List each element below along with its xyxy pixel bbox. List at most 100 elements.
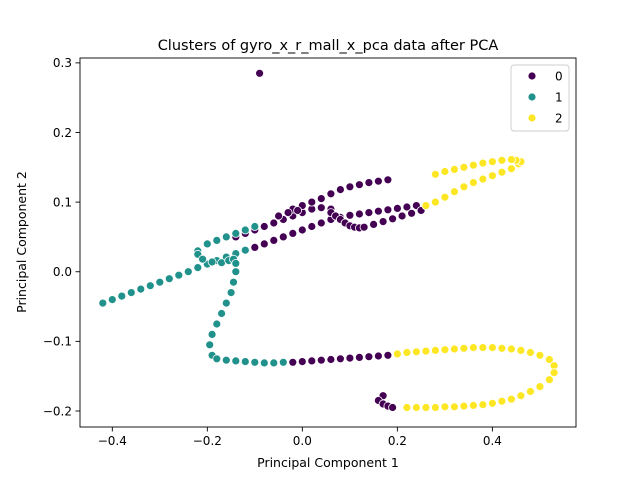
data-point-cluster-0	[383, 350, 393, 360]
data-point-cluster-2	[506, 344, 516, 354]
y-axis-label: Principal Component 2	[14, 171, 29, 313]
data-point-cluster-1	[226, 288, 236, 298]
data-point-cluster-1	[250, 357, 260, 367]
x-tick-label: −0.2	[193, 434, 222, 448]
data-point-cluster-2	[468, 343, 478, 353]
data-point-cluster-0	[259, 222, 269, 231]
data-point-cluster-2	[430, 403, 440, 412]
data-point-cluster-0	[364, 208, 374, 218]
legend: 0 1 2	[510, 64, 570, 132]
data-point-cluster-2	[421, 403, 431, 412]
x-tick-label: 0.4	[483, 434, 502, 448]
data-point-cluster-0	[288, 357, 298, 367]
y-tick-label: 0.2	[53, 126, 72, 140]
data-point-cluster-0	[364, 352, 374, 362]
data-point-cluster-0	[373, 351, 383, 361]
data-point-cluster-1	[207, 257, 217, 267]
data-point-cluster-0	[388, 403, 398, 412]
data-point-cluster-0	[250, 242, 260, 252]
data-point-cluster-2	[506, 394, 516, 404]
data-point-cluster-1	[126, 288, 136, 298]
data-point-cluster-0	[359, 222, 369, 232]
data-point-cluster-0	[354, 180, 364, 190]
data-point-cluster-0	[402, 202, 412, 212]
data-point-cluster-2	[459, 343, 469, 353]
data-point-cluster-1	[229, 277, 238, 287]
y-axis-ticks: −0.2 −0.1 0.0 0.1 0.2 0.3	[43, 56, 80, 418]
data-point-cluster-2	[440, 192, 450, 202]
data-point-cluster-2	[487, 343, 497, 353]
data-point-cluster-1	[183, 267, 193, 277]
data-point-cluster-0	[278, 232, 288, 242]
data-point-cluster-1	[259, 358, 269, 368]
data-point-cluster-0	[259, 239, 269, 249]
data-point-cluster-1	[117, 291, 127, 301]
data-point-cluster-1	[198, 254, 208, 264]
data-point-cluster-0	[269, 218, 279, 228]
data-point-cluster-0	[326, 189, 336, 199]
data-point-cluster-0	[297, 225, 307, 235]
data-point-cluster-2	[478, 343, 488, 353]
data-point-cluster-2	[535, 350, 545, 360]
data-point-cluster-0	[297, 357, 307, 367]
y-tick-label: 0.0	[53, 265, 72, 279]
data-point-cluster-2	[506, 164, 516, 174]
data-point-cluster-2	[506, 155, 516, 165]
legend-entries: 0 1 2	[527, 70, 563, 126]
data-point-cluster-2	[440, 167, 450, 176]
data-point-cluster-0	[397, 211, 407, 221]
data-point-cluster-1	[240, 245, 250, 255]
data-point-cluster-2	[421, 346, 431, 356]
y-tick-label: 0.1	[53, 195, 72, 209]
legend-frame	[510, 64, 570, 132]
data-point-cluster-0	[274, 211, 284, 221]
data-point-cluster-2	[440, 345, 450, 355]
data-point-cluster-1	[155, 277, 165, 287]
axes: −0.4 −0.2 0.0 0.2 0.4 −0.2 −0.1 0.0 0.1 0.2 0.3	[43, 56, 577, 448]
data-point-cluster-2	[468, 160, 478, 170]
data-point-cluster-1	[221, 355, 231, 365]
data-point-cluster-0	[383, 205, 393, 215]
data-point-cluster-2	[478, 158, 488, 168]
data-point-cluster-0	[316, 194, 326, 204]
data-point-cluster-1	[205, 340, 215, 350]
data-point-cluster-2	[411, 403, 421, 412]
legend-marker-2	[527, 113, 537, 123]
data-point-cluster-2	[535, 382, 545, 392]
data-point-cluster-2	[526, 348, 535, 357]
data-point-cluster-2	[392, 349, 402, 359]
data-point-cluster-0	[378, 217, 388, 227]
data-point-cluster-0	[354, 352, 364, 362]
data-point-cluster-2	[449, 344, 459, 354]
legend-marker-1	[527, 92, 537, 102]
data-point-cluster-0	[293, 206, 303, 215]
data-point-cluster-1	[212, 235, 222, 245]
data-point-cluster-2	[459, 182, 469, 192]
data-point-cluster-1	[231, 267, 241, 277]
data-point-cluster-2	[468, 178, 478, 188]
data-point-cluster-2	[402, 348, 412, 357]
data-point-cluster-0	[307, 197, 317, 207]
data-point-cluster-2	[487, 157, 497, 167]
x-axis-label: Principal Component 1	[257, 455, 399, 470]
data-point-cluster-2	[516, 391, 526, 401]
data-point-cluster-0	[364, 178, 374, 188]
data-point-cluster-2	[440, 402, 450, 412]
data-point-cluster-2	[497, 396, 507, 406]
data-point-cluster-1	[240, 225, 250, 235]
data-point-cluster-0	[345, 353, 355, 363]
chart-title: Clusters of gyro_x_r_mall_x_pca data aft…	[158, 38, 499, 54]
data-point-cluster-2	[545, 355, 554, 364]
legend-label-1: 1	[555, 91, 563, 105]
data-point-cluster-1	[231, 356, 241, 366]
data-point-cluster-1	[164, 274, 174, 284]
data-point-cluster-1	[221, 232, 231, 242]
data-point-cluster-0	[369, 219, 379, 229]
data-point-cluster-2	[459, 162, 469, 172]
data-point-cluster-2	[430, 345, 440, 355]
data-point-cluster-0	[307, 356, 317, 366]
legend-label-2: 2	[555, 112, 563, 126]
data-point-cluster-2	[497, 167, 507, 177]
data-point-cluster-1	[240, 357, 250, 367]
y-tick-label: −0.2	[43, 404, 72, 418]
